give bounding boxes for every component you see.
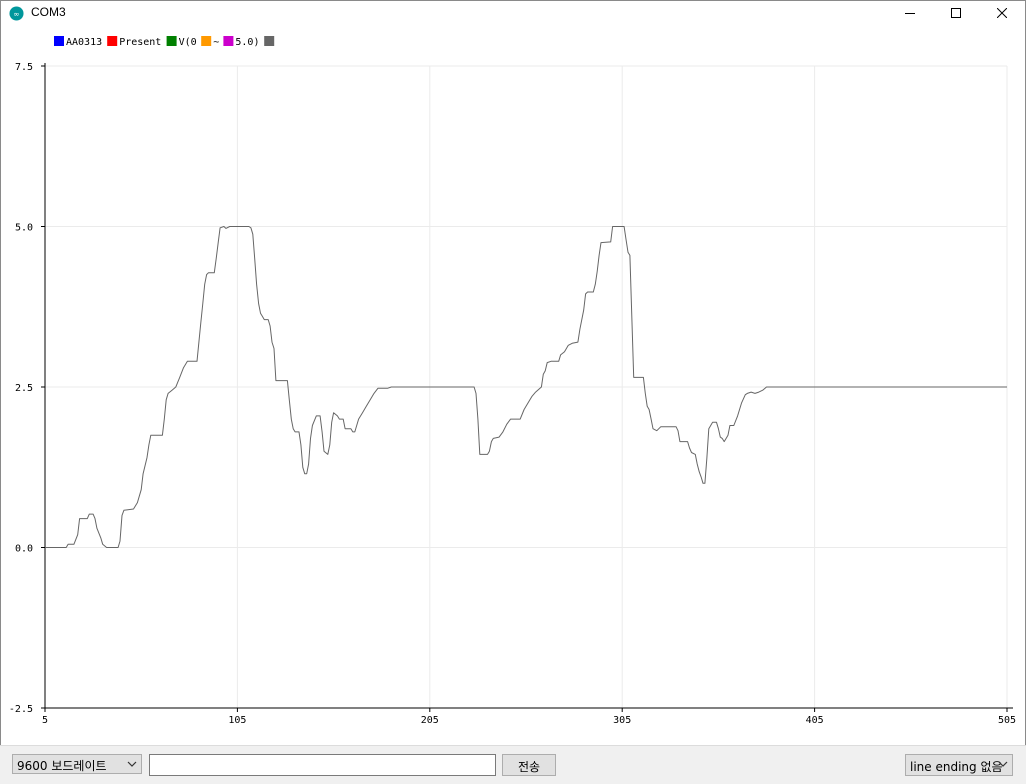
baud-rate-label: 9600 보드레이트	[17, 759, 107, 773]
chevron-down-icon	[127, 761, 137, 767]
send-input[interactable]	[149, 754, 496, 776]
close-icon	[997, 8, 1007, 18]
minimize-icon	[905, 13, 915, 14]
send-button[interactable]: 전송	[502, 754, 556, 776]
close-button[interactable]	[979, 1, 1025, 25]
legend-swatch	[201, 36, 212, 46]
y-tick-label: 5.0	[15, 223, 33, 234]
minimize-button[interactable]	[887, 1, 933, 25]
x-tick-label: 505	[998, 715, 1016, 726]
line-chart: 7.5 5.0 2.5 0.0 -2.5 5 105 205 305 405 505 AA0313 P…	[9, 36, 1016, 726]
baud-rate-select[interactable]: 9600 보드레이트	[12, 754, 142, 774]
legend-label: Present	[119, 37, 161, 48]
series-line	[45, 226, 1007, 548]
maximize-button[interactable]	[933, 1, 979, 25]
window-title: COM3	[31, 5, 66, 19]
legend-swatch	[54, 36, 64, 46]
legend-label: ~	[213, 37, 219, 48]
y-tick-label: -2.5	[9, 704, 33, 715]
legend-swatch	[264, 36, 275, 46]
y-tick-label: 0.0	[15, 544, 33, 555]
y-tick-label: 7.5	[15, 62, 33, 73]
arduino-icon: ∞	[9, 6, 24, 21]
legend-swatch	[107, 36, 118, 46]
legend-swatch	[166, 36, 177, 46]
chevron-down-icon	[998, 761, 1008, 767]
serial-plotter: 7.5 5.0 2.5 0.0 -2.5 5 105 205 305 405 505 AA0313 P…	[0, 25, 1026, 745]
svg-text:∞: ∞	[13, 9, 19, 18]
legend-label: AA0313	[66, 37, 102, 48]
x-tick-label: 105	[228, 715, 246, 726]
x-tick-label: 305	[613, 715, 631, 726]
bottom-toolbar: 9600 보드레이트 전송 line ending 없음	[0, 745, 1026, 784]
legend-label: 5.0)	[235, 37, 259, 48]
x-tick-label: 205	[421, 715, 439, 726]
line-ending-label: line ending 없음	[910, 760, 1003, 774]
x-tick-label: 405	[806, 715, 824, 726]
line-ending-select[interactable]: line ending 없음	[905, 754, 1013, 776]
title-bar: ∞ COM3	[1, 1, 1025, 25]
legend-label: V(0	[179, 37, 197, 48]
maximize-icon	[951, 8, 961, 18]
x-tick-label: 5	[42, 715, 48, 726]
y-tick-label: 2.5	[15, 383, 33, 394]
legend-swatch	[223, 36, 234, 46]
